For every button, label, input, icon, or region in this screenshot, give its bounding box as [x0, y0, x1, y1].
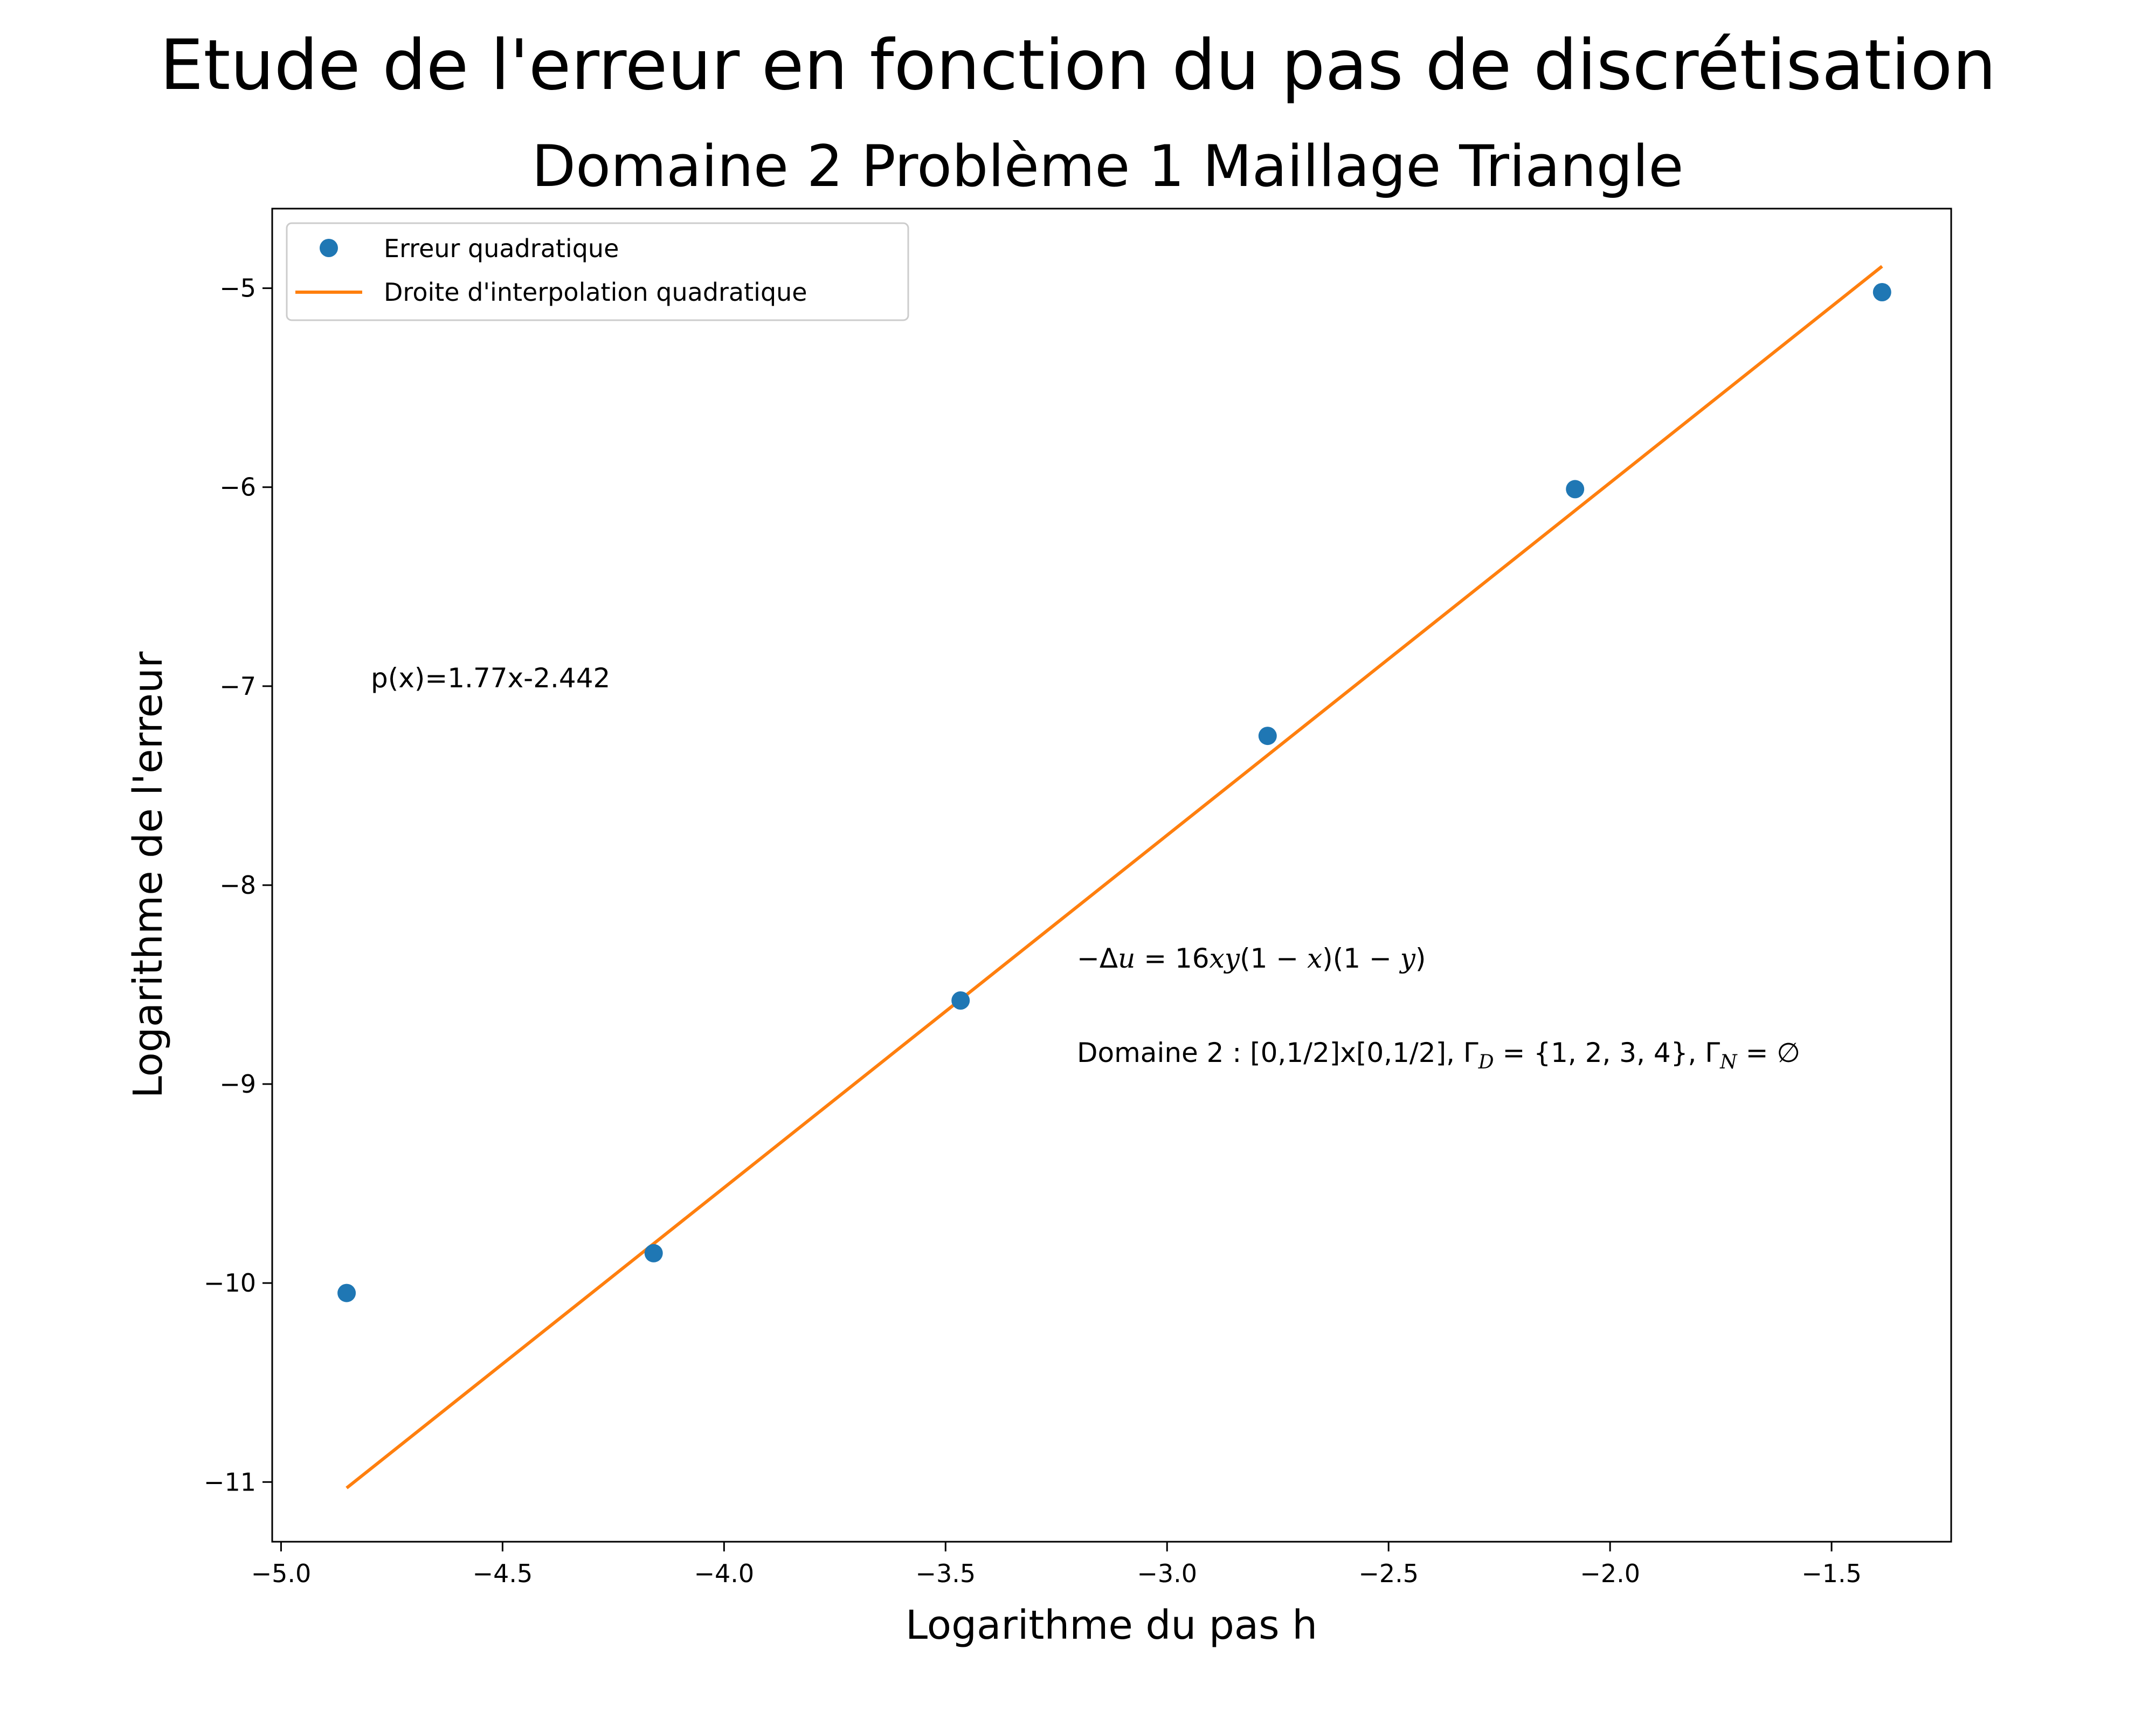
x-tick-label: −3.0 [1137, 1559, 1197, 1588]
y-tick-label: −5 [219, 274, 256, 303]
y-tick-label: −10 [204, 1268, 256, 1298]
eq-lhs: −Δ [1077, 943, 1118, 974]
eq-y: y [1224, 943, 1240, 974]
y-tick-label: −9 [219, 1070, 256, 1099]
fit-annotation: p(x)=1.77x-2.442 [371, 663, 610, 694]
data-point [1872, 283, 1891, 301]
x-tick-label: −5.0 [251, 1559, 312, 1588]
eq-rest1: (1 − [1240, 943, 1307, 974]
axes: −5.0 −4.5 −4.0 −3.5 −3.0 −2.5 −2.0 −1.5 −11 −10 −9… [204, 274, 1862, 1588]
figure-suptitle: Etude de l'erreur en fonction du pas de … [160, 25, 1996, 106]
domain-annotation: Domaine 2 : [0,1/2]x[0,1/2], ΓD = {1, 2,… [1077, 1037, 1800, 1073]
eq-y2: y [1399, 943, 1416, 974]
domain-sub-d: D [1478, 1051, 1494, 1073]
y-axis-label: Logarithme de l'erreur [125, 651, 171, 1098]
x-tick-label: −4.5 [473, 1559, 533, 1588]
y-tick-label: −7 [219, 672, 256, 701]
legend-box [286, 222, 909, 321]
plot-frame [271, 208, 1952, 1543]
y-tick-label: −8 [219, 871, 256, 900]
eq-x2: x [1307, 943, 1322, 974]
domain-sub-n: N [1719, 1051, 1738, 1073]
x-tick-label: −2.5 [1358, 1559, 1419, 1588]
x-tick-label: −2.0 [1580, 1559, 1640, 1588]
legend-marker-erreur [320, 239, 338, 257]
data-point [1258, 727, 1277, 746]
legend-label-droite: Droite d'interpolation quadratique [384, 278, 807, 307]
data-point [1566, 480, 1585, 499]
x-tick-label: −1.5 [1801, 1559, 1862, 1588]
eq-x: x [1210, 943, 1225, 974]
legend: Erreur quadratique Droite d'interpolatio… [286, 222, 909, 321]
chart-title: Domaine 2 Problème 1 Maillage Triangle [532, 133, 1684, 199]
eq-eq: = 16 [1135, 943, 1209, 974]
eq-rest2: )(1 − [1322, 943, 1400, 974]
eq-u: u [1118, 943, 1135, 974]
x-axis-label: Logarithme du pas h [906, 1602, 1317, 1648]
eq-rest3: ) [1415, 943, 1426, 974]
y-tick-label: −6 [219, 473, 256, 502]
domain-mid: = {1, 2, 3, 4}, Γ [1494, 1037, 1720, 1068]
legend-label-erreur: Erreur quadratique [384, 234, 619, 263]
domain-suffix: = ∅ [1737, 1037, 1800, 1068]
plot-area [337, 265, 1891, 1489]
data-point [337, 1284, 356, 1302]
equation-annotation: −Δu = 16xy(1 − x)(1 − y) [1077, 943, 1426, 974]
data-point [951, 991, 970, 1010]
data-point [644, 1244, 663, 1262]
x-tick-label: −3.5 [915, 1559, 976, 1588]
y-tick-label: −11 [204, 1467, 256, 1496]
series-line-interpolation [345, 265, 1883, 1489]
x-tick-label: −4.0 [694, 1559, 754, 1588]
domain-prefix: Domaine 2 : [0,1/2]x[0,1/2], Γ [1077, 1037, 1478, 1068]
